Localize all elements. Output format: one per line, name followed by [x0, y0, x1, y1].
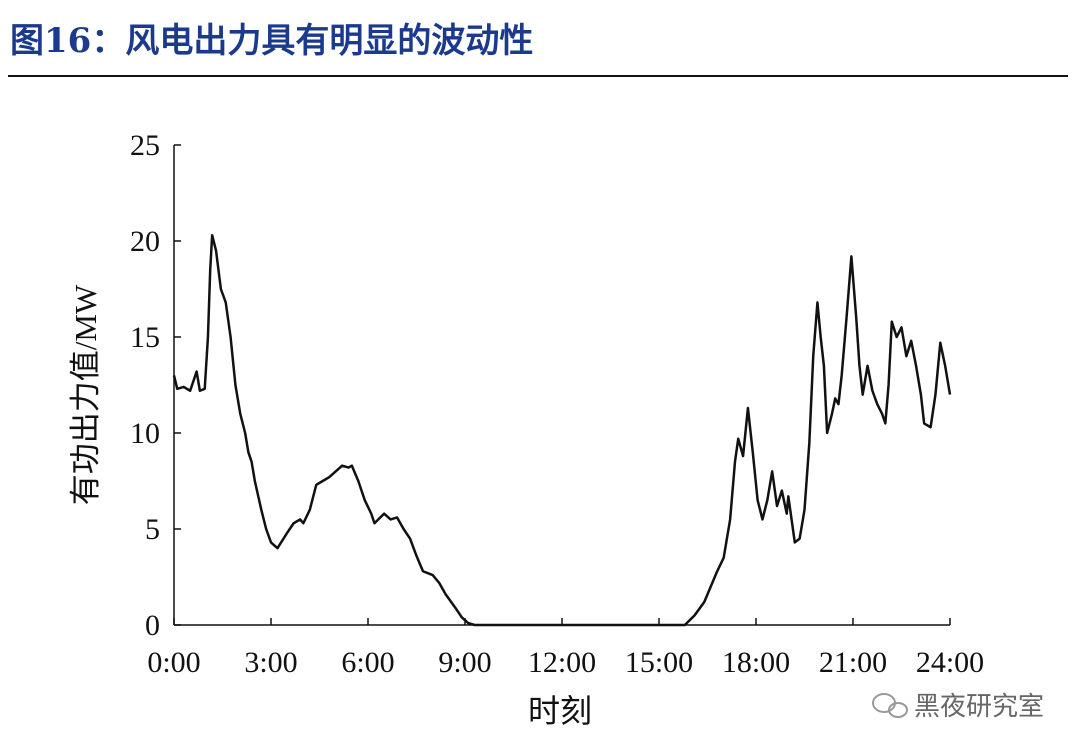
- x-tick-label: 9:00: [438, 646, 491, 679]
- y-axis-label: 有功出力值/MW: [68, 284, 103, 505]
- data-line: [172, 233, 952, 627]
- y-tick-label: 5: [145, 513, 160, 546]
- x-tick-label: 15:00: [625, 646, 693, 679]
- y-tick-label: 10: [130, 417, 160, 450]
- watermark-icon: [872, 693, 908, 718]
- y-tick-label: 0: [145, 609, 160, 642]
- x-tick-label: 24:00: [916, 646, 984, 679]
- x-tick-label: 12:00: [528, 646, 596, 679]
- y-tick-label: 25: [130, 129, 160, 162]
- watermark: 黑夜研究室: [914, 692, 1044, 722]
- y-tick-label: 15: [130, 321, 160, 354]
- x-tick-label: 6:00: [341, 646, 394, 679]
- y-tick-label: 20: [130, 225, 160, 258]
- x-tick-label: 18:00: [722, 646, 790, 679]
- chart-title: 图16：风电出力具有明显的波动性: [10, 21, 533, 61]
- x-tick-label: 0:00: [147, 646, 200, 679]
- x-tick-label: 3:00: [244, 646, 297, 679]
- x-tick-label: 21:00: [819, 646, 887, 679]
- x-axis-label: 时刻: [528, 693, 592, 729]
